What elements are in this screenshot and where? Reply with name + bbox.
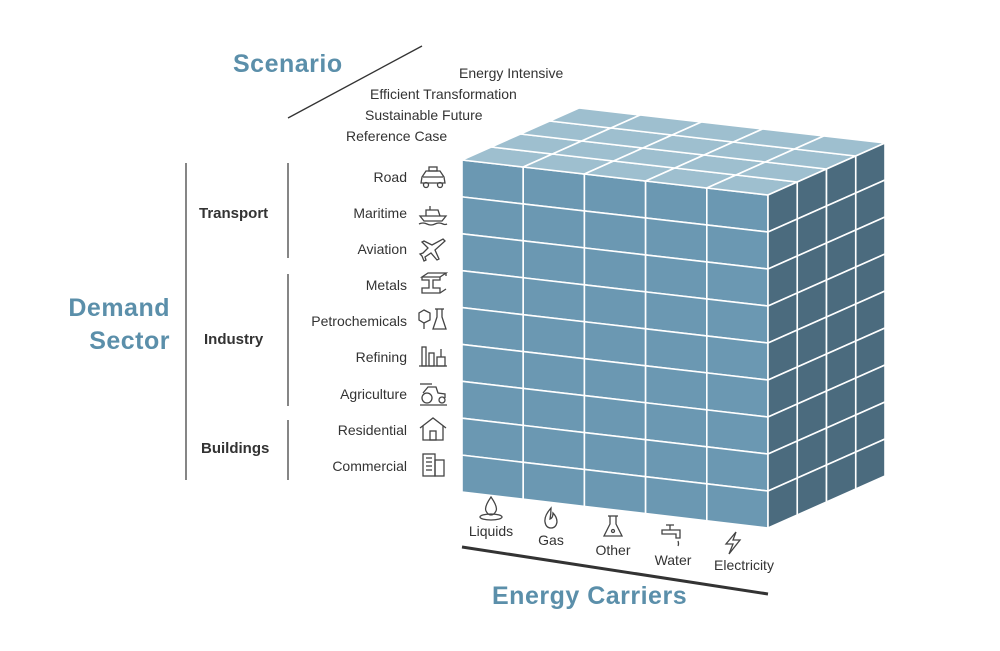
carrier-label-electricity: Electricity <box>714 557 774 573</box>
steel-beam-icon <box>419 272 448 294</box>
cube-cell-front <box>461 454 525 501</box>
carrier-label-other: Other <box>595 542 631 558</box>
group-label-transport: Transport <box>199 205 269 222</box>
car-icon <box>420 166 446 189</box>
cube-top-face <box>458 107 889 196</box>
sector-label-refining: Refining <box>355 349 407 365</box>
sector-label-maritime: Maritime <box>353 205 407 221</box>
carrier-label-liquids: Liquids <box>468 523 514 539</box>
refinery-icon <box>419 346 447 367</box>
sector-label-road: Road <box>373 169 407 185</box>
cube-cell-front <box>522 461 586 508</box>
faucet-icon <box>661 524 681 547</box>
sector-label-metals: Metals <box>365 277 407 293</box>
cube-cell-side <box>854 437 886 491</box>
energy-carriers-axis-line <box>461 545 769 596</box>
sector-label-commercial: Commercial <box>332 458 407 474</box>
demand-sector-title-line2: Sector <box>89 327 170 355</box>
scenario-title: Scenario <box>233 50 343 78</box>
scenario-label: Efficient Transformation <box>370 86 517 102</box>
energy-carriers-title: Energy Carriers <box>492 582 688 610</box>
cube-cell-front <box>644 475 708 522</box>
flame-icon <box>544 506 558 529</box>
oil-drop-icon <box>479 495 503 521</box>
scenario-label: Energy Intensive <box>459 65 564 81</box>
scenario-label: Reference Case <box>346 128 448 144</box>
house-icon <box>419 417 447 441</box>
cube-side-face <box>767 141 886 530</box>
cube-cell-front <box>705 482 769 529</box>
cube-front-face <box>461 159 769 529</box>
molecule-flask-icon <box>418 308 447 330</box>
ship-icon <box>418 206 448 226</box>
demand-sector-title-line1: Demand <box>68 294 170 322</box>
lightning-icon <box>724 531 742 555</box>
group-label-industry: Industry <box>204 331 264 348</box>
airplane-icon <box>418 238 446 262</box>
scenario-label: Sustainable Future <box>365 107 483 123</box>
carrier-label-gas: Gas <box>538 532 564 548</box>
sector-label-petrochemicals: Petrochemicals <box>311 313 407 329</box>
sector-label-agriculture: Agriculture <box>340 386 407 402</box>
sector-label-aviation: Aviation <box>357 241 407 257</box>
office-building-icon <box>422 453 445 477</box>
flask-icon <box>602 515 624 537</box>
tractor-icon <box>420 383 447 406</box>
demand-sector-title: Demand Sector <box>68 292 170 358</box>
scenario-axis-line <box>287 45 423 119</box>
sector-label-residential: Residential <box>337 422 407 438</box>
group-label-buildings: Buildings <box>201 440 270 457</box>
carrier-label-water: Water <box>654 552 692 568</box>
cube-cell-front <box>583 468 647 515</box>
